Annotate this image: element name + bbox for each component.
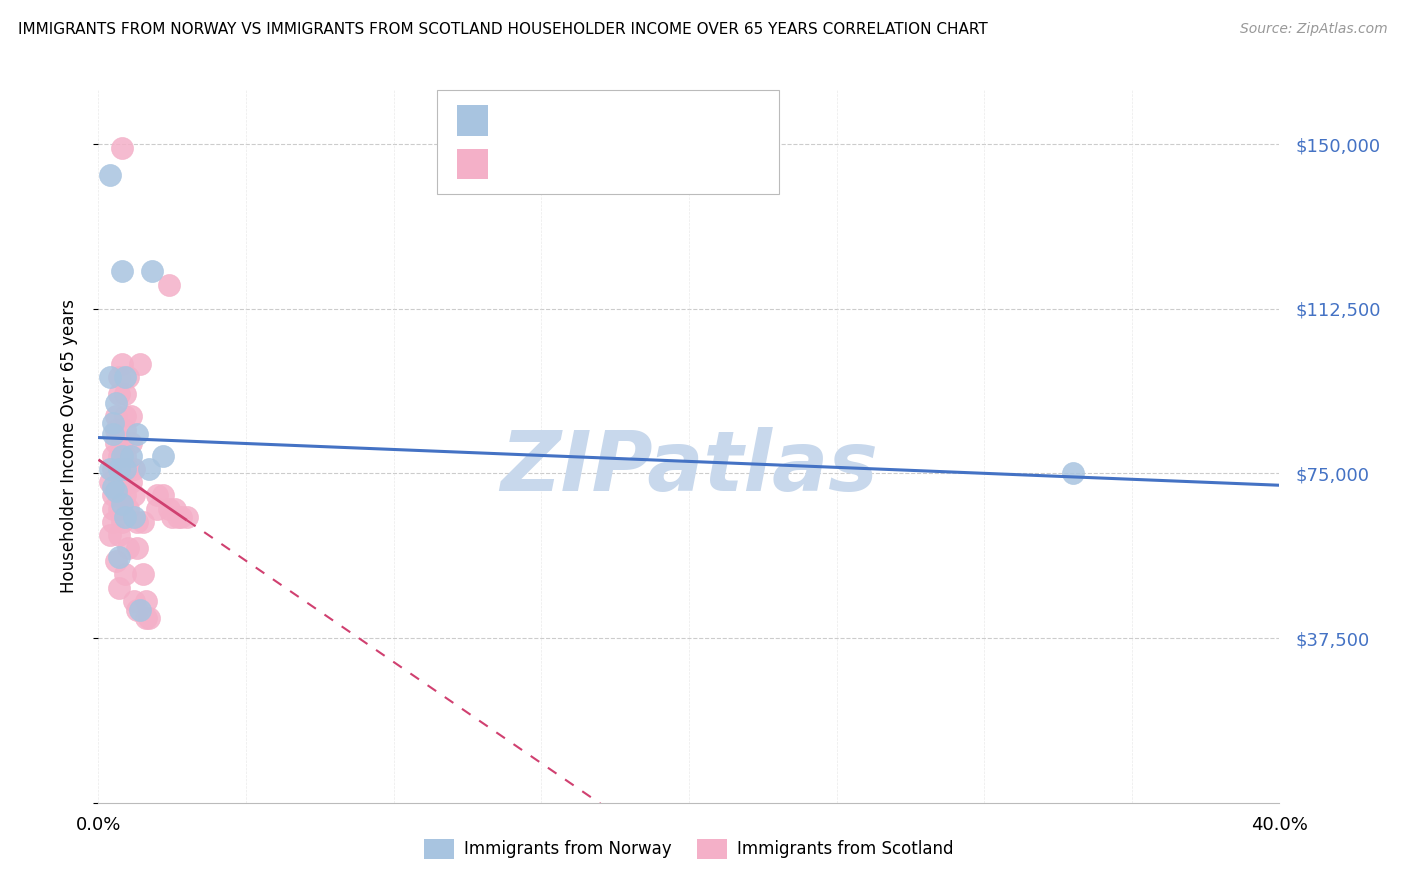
- Text: ZIPatlas: ZIPatlas: [501, 427, 877, 508]
- Legend: Immigrants from Norway, Immigrants from Scotland: Immigrants from Norway, Immigrants from …: [418, 832, 960, 866]
- Point: [108, 488, 131, 502]
- Point: [117, 501, 139, 516]
- Point: [105, 409, 128, 424]
- Point: [108, 449, 131, 463]
- Point: [152, 488, 174, 502]
- Point: [103, 480, 125, 494]
- Point: [128, 602, 150, 616]
- Point: [114, 462, 136, 476]
- Point: [105, 435, 128, 450]
- Point: [122, 510, 145, 524]
- Point: [138, 611, 160, 625]
- Point: [108, 475, 131, 490]
- Point: [111, 357, 134, 371]
- Point: [114, 488, 136, 502]
- Point: [120, 475, 142, 490]
- Point: [120, 409, 142, 424]
- Point: [103, 462, 125, 476]
- Point: [111, 515, 134, 529]
- Text: 24: 24: [630, 112, 652, 129]
- Point: [108, 501, 131, 516]
- Point: [98, 475, 121, 490]
- Point: [176, 510, 198, 524]
- Point: [98, 528, 121, 542]
- Point: [152, 449, 174, 463]
- Point: [103, 416, 125, 430]
- Point: [108, 581, 131, 595]
- Point: [157, 501, 180, 516]
- Point: [103, 449, 125, 463]
- Point: [108, 549, 131, 564]
- Text: -0.096: -0.096: [527, 155, 585, 173]
- Point: [117, 462, 139, 476]
- Point: [103, 426, 125, 441]
- Point: [132, 567, 155, 582]
- Point: [108, 462, 131, 476]
- Point: [111, 497, 134, 511]
- Point: [114, 449, 136, 463]
- Point: [146, 501, 169, 516]
- Point: [157, 277, 180, 292]
- Point: [162, 510, 183, 524]
- Point: [122, 488, 145, 502]
- Point: [111, 141, 134, 155]
- Point: [117, 369, 139, 384]
- Point: [122, 462, 145, 476]
- Point: [114, 409, 136, 424]
- Point: [108, 369, 131, 384]
- Point: [111, 435, 134, 450]
- Y-axis label: Householder Income Over 65 years: Householder Income Over 65 years: [59, 299, 77, 593]
- Point: [98, 168, 121, 182]
- Point: [114, 369, 136, 384]
- Point: [105, 396, 128, 410]
- Point: [108, 387, 131, 401]
- Point: [108, 462, 131, 476]
- Point: [114, 510, 136, 524]
- Point: [125, 541, 148, 555]
- Text: 58: 58: [630, 155, 652, 173]
- Point: [98, 369, 121, 384]
- Point: [128, 357, 150, 371]
- Point: [135, 611, 157, 625]
- Point: [98, 462, 121, 476]
- Point: [103, 515, 125, 529]
- Point: [114, 387, 136, 401]
- Point: [114, 567, 136, 582]
- Point: [132, 515, 155, 529]
- Point: [165, 501, 187, 516]
- Text: Source: ZipAtlas.com: Source: ZipAtlas.com: [1240, 22, 1388, 37]
- Point: [146, 488, 169, 502]
- Point: [170, 510, 193, 524]
- Point: [1062, 467, 1084, 481]
- Text: N =: N =: [598, 112, 637, 129]
- Text: R =: R =: [499, 155, 538, 173]
- Point: [167, 510, 190, 524]
- Point: [103, 488, 125, 502]
- Point: [108, 528, 131, 542]
- Text: R =: R =: [499, 112, 538, 129]
- Point: [105, 483, 128, 498]
- Text: N =: N =: [598, 155, 637, 173]
- Point: [111, 449, 134, 463]
- Point: [125, 515, 148, 529]
- Point: [141, 264, 163, 278]
- Point: [105, 423, 128, 437]
- Point: [120, 435, 142, 450]
- Point: [135, 594, 157, 608]
- Point: [105, 554, 128, 568]
- Point: [125, 426, 148, 441]
- Text: -0.099: -0.099: [527, 112, 585, 129]
- Point: [120, 449, 142, 463]
- Point: [103, 501, 125, 516]
- Point: [111, 264, 134, 278]
- Point: [122, 594, 145, 608]
- Point: [138, 462, 160, 476]
- Point: [117, 541, 139, 555]
- Text: IMMIGRANTS FROM NORWAY VS IMMIGRANTS FROM SCOTLAND HOUSEHOLDER INCOME OVER 65 YE: IMMIGRANTS FROM NORWAY VS IMMIGRANTS FRO…: [18, 22, 988, 37]
- Point: [125, 602, 148, 616]
- Point: [114, 423, 136, 437]
